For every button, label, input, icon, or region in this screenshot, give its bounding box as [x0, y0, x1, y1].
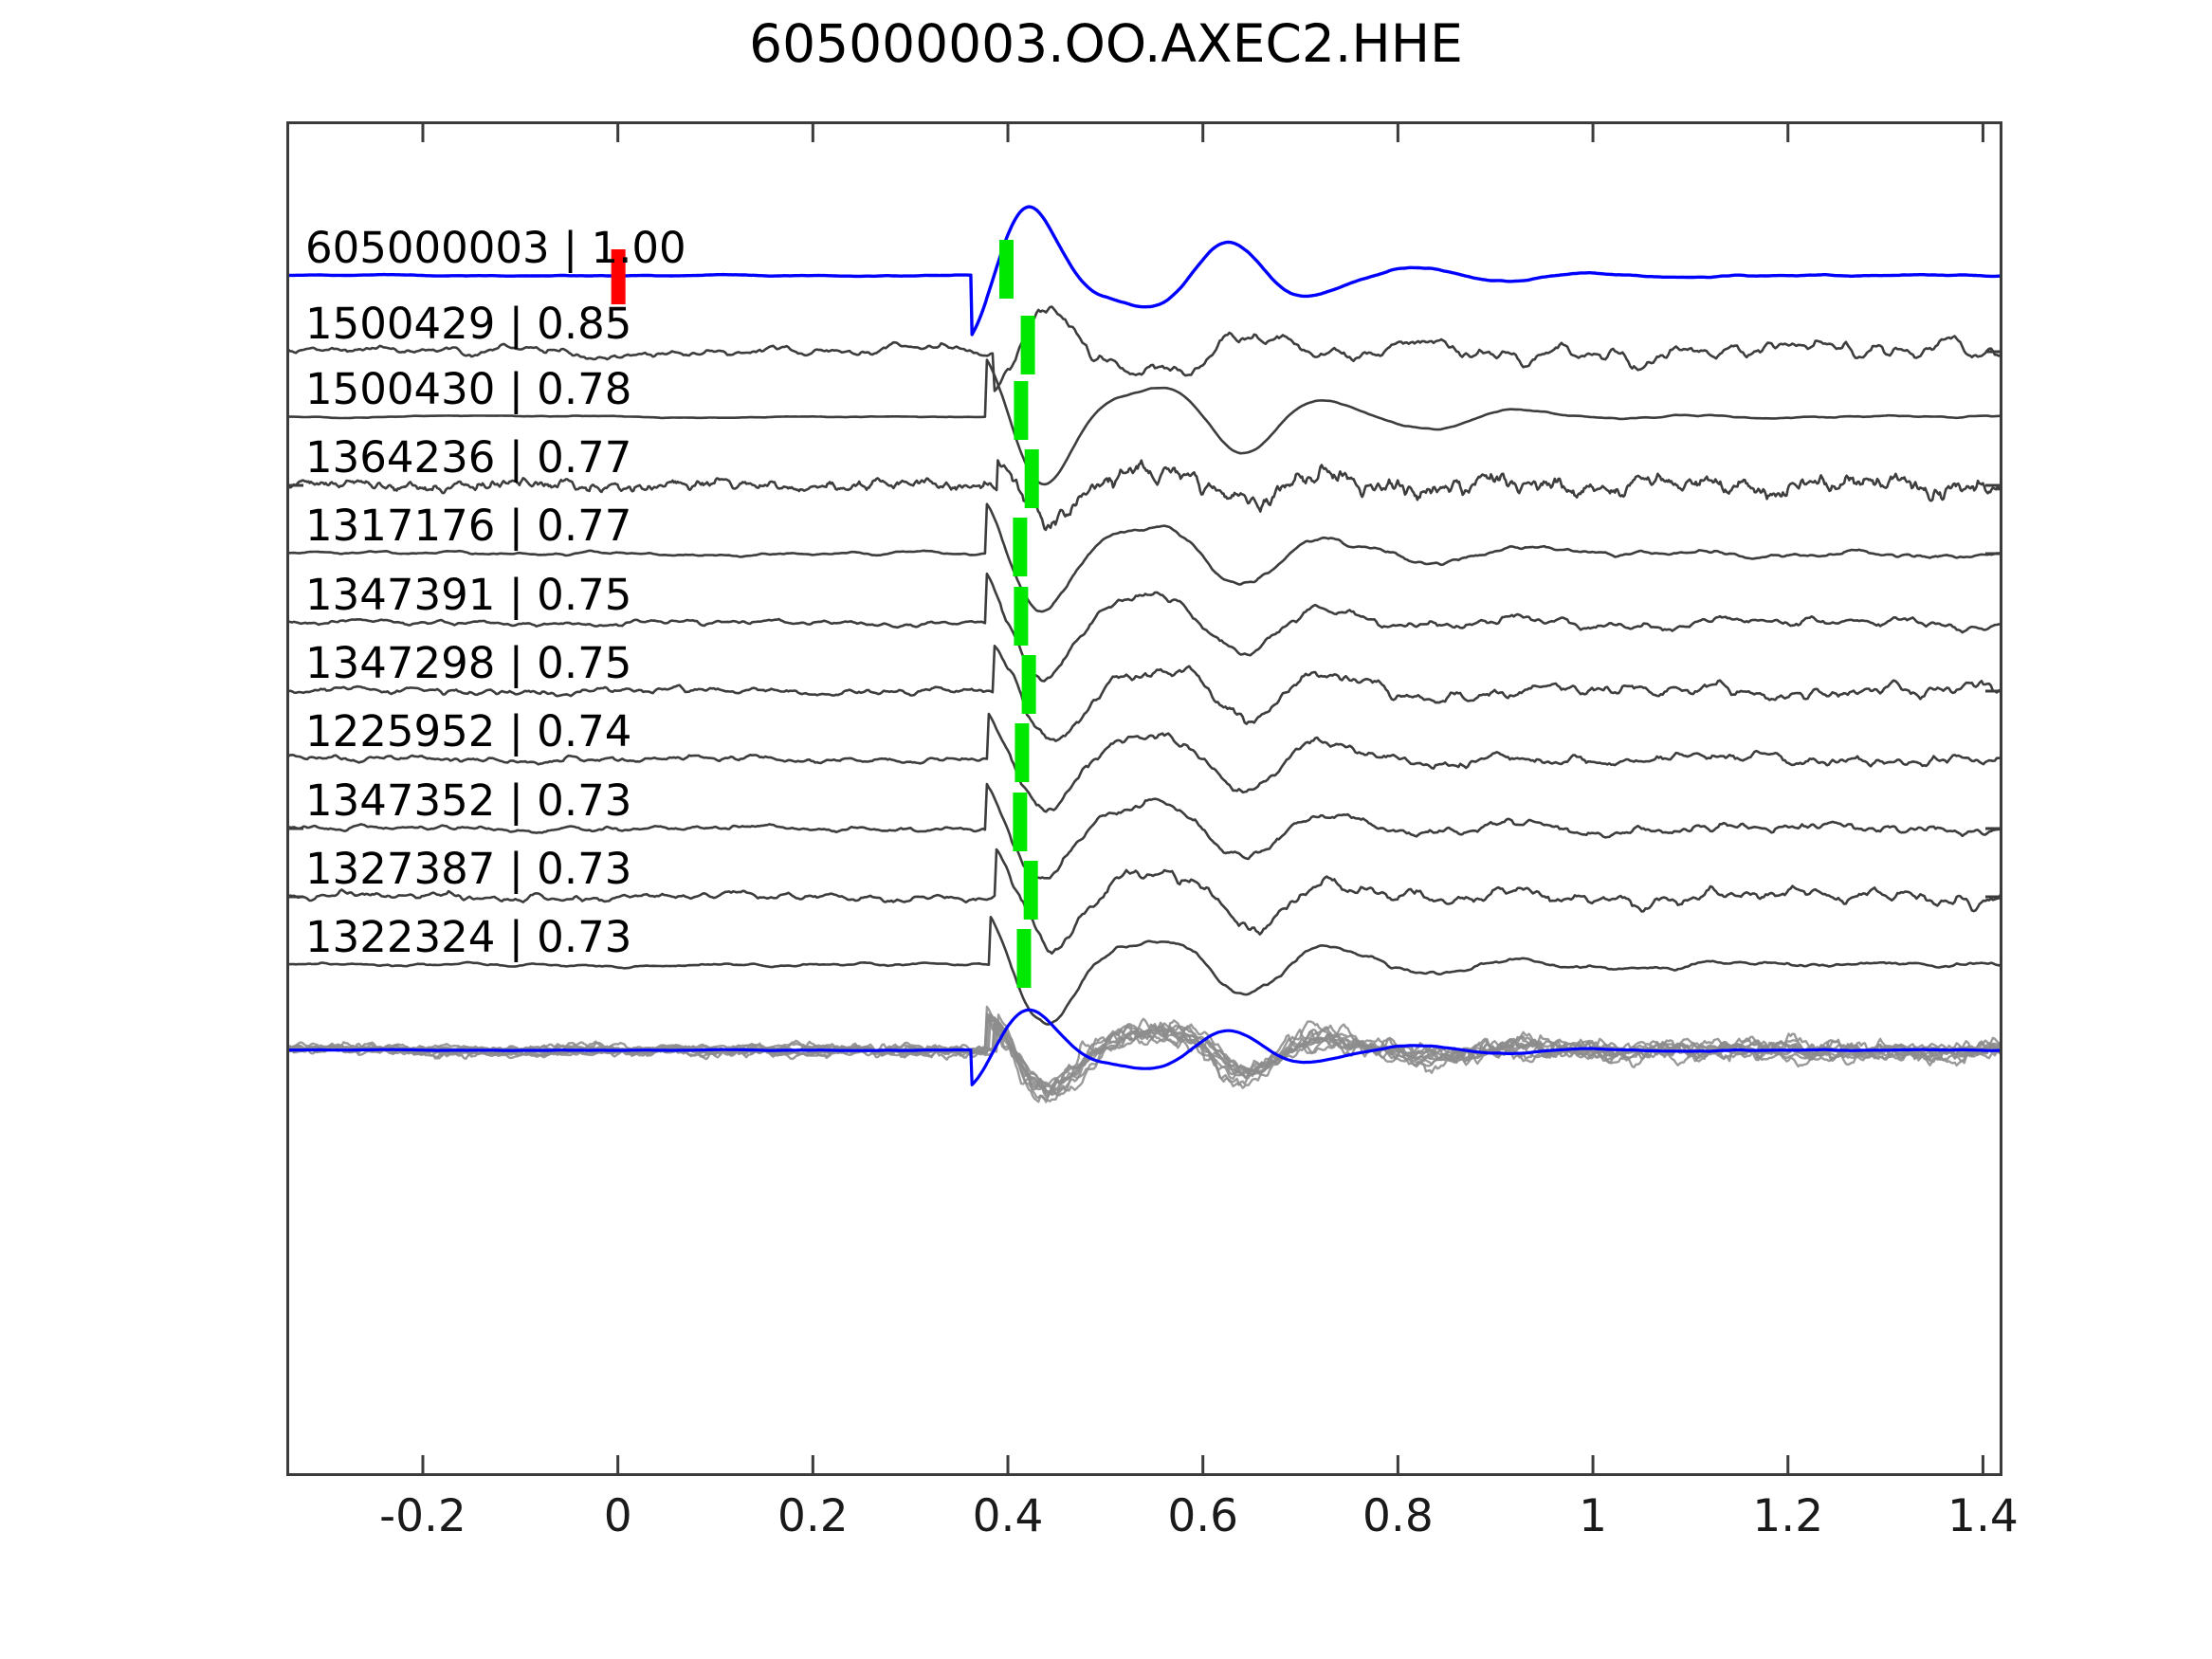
waveform-trace: [286, 712, 2002, 813]
x-tick-label: 1.4: [1947, 1490, 2019, 1542]
waveform-trace: [286, 205, 2002, 337]
pick-marker: [1016, 929, 1032, 988]
pick-marker: [1014, 587, 1029, 646]
waveform-trace: [286, 572, 2002, 683]
trace-label: 1500429 | 0.85: [305, 299, 632, 349]
trace-label: 1327387 | 0.73: [305, 844, 632, 894]
plot-area: 605000003 | 1.00 1500429 | 0.85 1500430 | …: [286, 121, 2002, 1476]
pick-marker: [1023, 861, 1038, 920]
x-tick-label: 0: [603, 1490, 632, 1542]
pick-marker: [1021, 655, 1036, 714]
x-tick-label: -0.2: [379, 1490, 466, 1542]
pick-marker: [1014, 381, 1029, 440]
trace-label: 1500430 | 0.78: [305, 364, 632, 414]
waveform-trace: [286, 305, 2002, 392]
origin-marker: [611, 249, 626, 304]
waveform-trace: [286, 782, 2002, 881]
trace-label: 1317176 | 0.77: [305, 501, 632, 551]
waveform-trace: [286, 848, 2002, 955]
pick-marker: [1015, 723, 1030, 782]
page-title: 605000003.OO.AXEC2.HHE: [749, 13, 1463, 74]
x-axis-tick-labels: -0.2 0 0.2 0.4 0.6 0.8 1 1.2 1.4: [286, 1490, 2019, 1557]
x-tick-label: 0.4: [972, 1490, 1044, 1542]
x-tick-label: 0.6: [1167, 1490, 1239, 1542]
pick-marker: [1013, 793, 1028, 851]
waveform-trace: [286, 459, 2002, 532]
waveform-trace: [286, 502, 2002, 613]
stack-template-trace: [286, 1008, 2002, 1086]
trace-label: 1225952 | 0.74: [305, 706, 632, 757]
trace-label: 1347391 | 0.75: [305, 570, 632, 620]
waveform-canvas: [286, 121, 2002, 1476]
pick-marker: [1013, 518, 1028, 576]
x-tick-label: 1: [1579, 1490, 1608, 1542]
waveform-trace: [286, 358, 2002, 486]
trace-label: 1347298 | 0.75: [305, 638, 632, 688]
pick-marker: [1024, 449, 1039, 508]
x-tick-label: 0.8: [1362, 1490, 1434, 1542]
trace-label: 1364236 | 0.77: [305, 432, 632, 483]
stack-overlay-trace: [286, 1012, 2002, 1095]
pick-marker: [998, 240, 1014, 299]
trace-label: 605000003 | 1.00: [305, 223, 686, 273]
waveform-trace: [286, 645, 2002, 742]
x-tick-label: 0.2: [777, 1490, 849, 1542]
trace-label: 1322324 | 0.73: [305, 912, 632, 962]
x-tick-label: 1.2: [1752, 1490, 1824, 1542]
waveform-trace: [286, 916, 2002, 1026]
pick-marker: [1020, 316, 1035, 374]
trace-label: 1347352 | 0.73: [305, 775, 632, 826]
